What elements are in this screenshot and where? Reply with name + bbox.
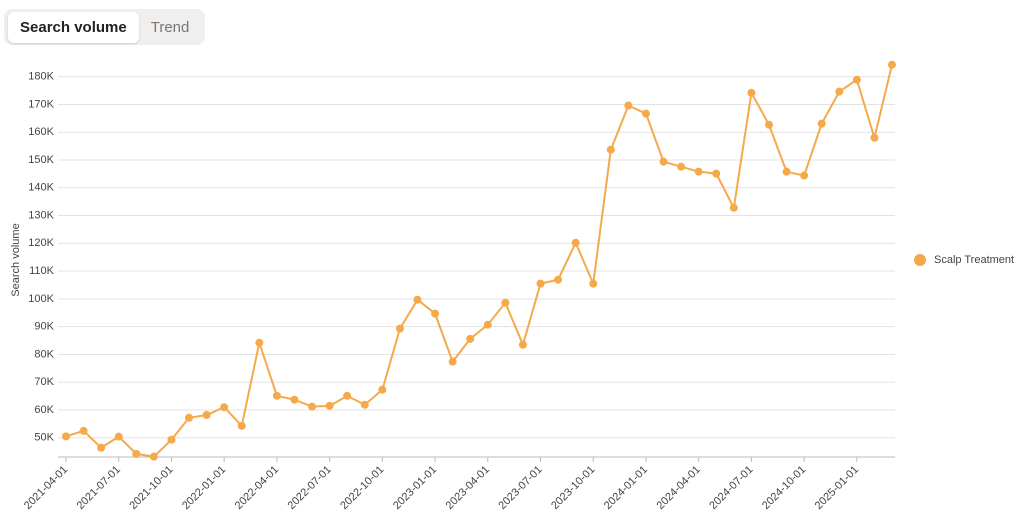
data-point [852,75,861,84]
data-point [413,295,422,304]
data-point [448,357,457,366]
y-tick-label: 180K [28,71,54,83]
data-point [272,391,281,400]
data-point [431,309,440,318]
legend-swatch [914,254,926,266]
tab-bar: Search volume Trend [4,9,206,45]
data-point [571,238,580,247]
tab[interactable]: Trend [150,18,190,36]
data-point [817,119,826,128]
x-tick-label: 2024-01-01 [602,464,650,512]
data-point [782,167,791,176]
data-point [255,338,264,347]
data-point [79,426,88,435]
legend-label: Scalp Treatment [934,254,1014,266]
x-tick-label: 2021-10-01 [127,464,175,512]
x-tick-label: 2024-04-01 [655,464,703,512]
data-point [677,162,686,171]
y-tick-label: 110K [29,265,55,277]
x-tick-label: 2024-07-01 [707,464,755,512]
data-point [167,435,176,444]
data-point [624,101,633,110]
y-tick-label: 50K [34,432,54,444]
y-tick-label: 60K [34,404,54,416]
data-point [378,385,387,394]
y-tick-label: 140K [28,182,54,194]
data-point [202,411,211,419]
data-point [659,157,668,166]
data-point [501,298,510,307]
y-tick-label: 150K [28,154,54,166]
y-tick-label: 170K [28,98,54,110]
y-axis-title: Search volume [10,223,22,296]
x-tick-label: 2025-01-01 [813,464,861,512]
data-point [747,88,756,97]
x-tick-label: 2023-07-01 [496,464,544,512]
x-tick-label: 2023-01-01 [391,464,439,512]
tab[interactable]: Search volume [8,11,139,43]
data-point [62,432,70,441]
data-point [518,340,527,349]
data-point [132,449,141,458]
x-tick-label: 2023-04-01 [444,464,492,512]
y-tick-label: 120K [28,237,54,249]
y-tick-label: 130K [28,209,54,221]
y-tick-label: 80K [34,348,54,360]
data-point [606,145,615,154]
data-point [220,403,229,412]
data-point [308,402,317,411]
data-point [395,324,404,333]
data-point [149,452,158,461]
x-tick-label: 2022-01-01 [180,464,228,512]
data-point [694,167,703,176]
x-tick-label: 2023-10-01 [549,464,597,512]
data-point [712,169,721,178]
data-point [483,320,492,329]
data-point [888,60,896,69]
data-point [764,120,773,129]
data-point [641,109,650,118]
x-tick-label: 2022-10-01 [338,464,386,512]
x-tick-label: 2024-10-01 [760,464,808,512]
y-tick-label: 160K [28,126,54,138]
data-point [97,443,106,452]
data-point [589,279,598,288]
data-point [290,395,299,404]
x-tick-label: 2021-07-01 [75,464,123,512]
data-point [870,133,879,142]
data-point [536,279,545,288]
data-point [325,401,334,410]
data-point [466,334,475,343]
data-point [237,421,246,430]
data-point [800,171,809,180]
y-tick-label: 70K [34,376,54,388]
data-point [114,432,123,441]
data-point [360,400,369,409]
data-point [554,275,563,284]
y-tick-label: 100K [28,293,54,305]
x-tick-label: 2022-04-01 [233,464,281,512]
data-point [835,87,844,96]
data-point [343,391,352,400]
y-tick-label: 90K [34,321,54,333]
data-point [729,203,738,212]
x-tick-label: 2021-04-01 [22,464,70,512]
x-tick-label: 2022-07-01 [286,464,334,512]
data-point [185,413,194,422]
